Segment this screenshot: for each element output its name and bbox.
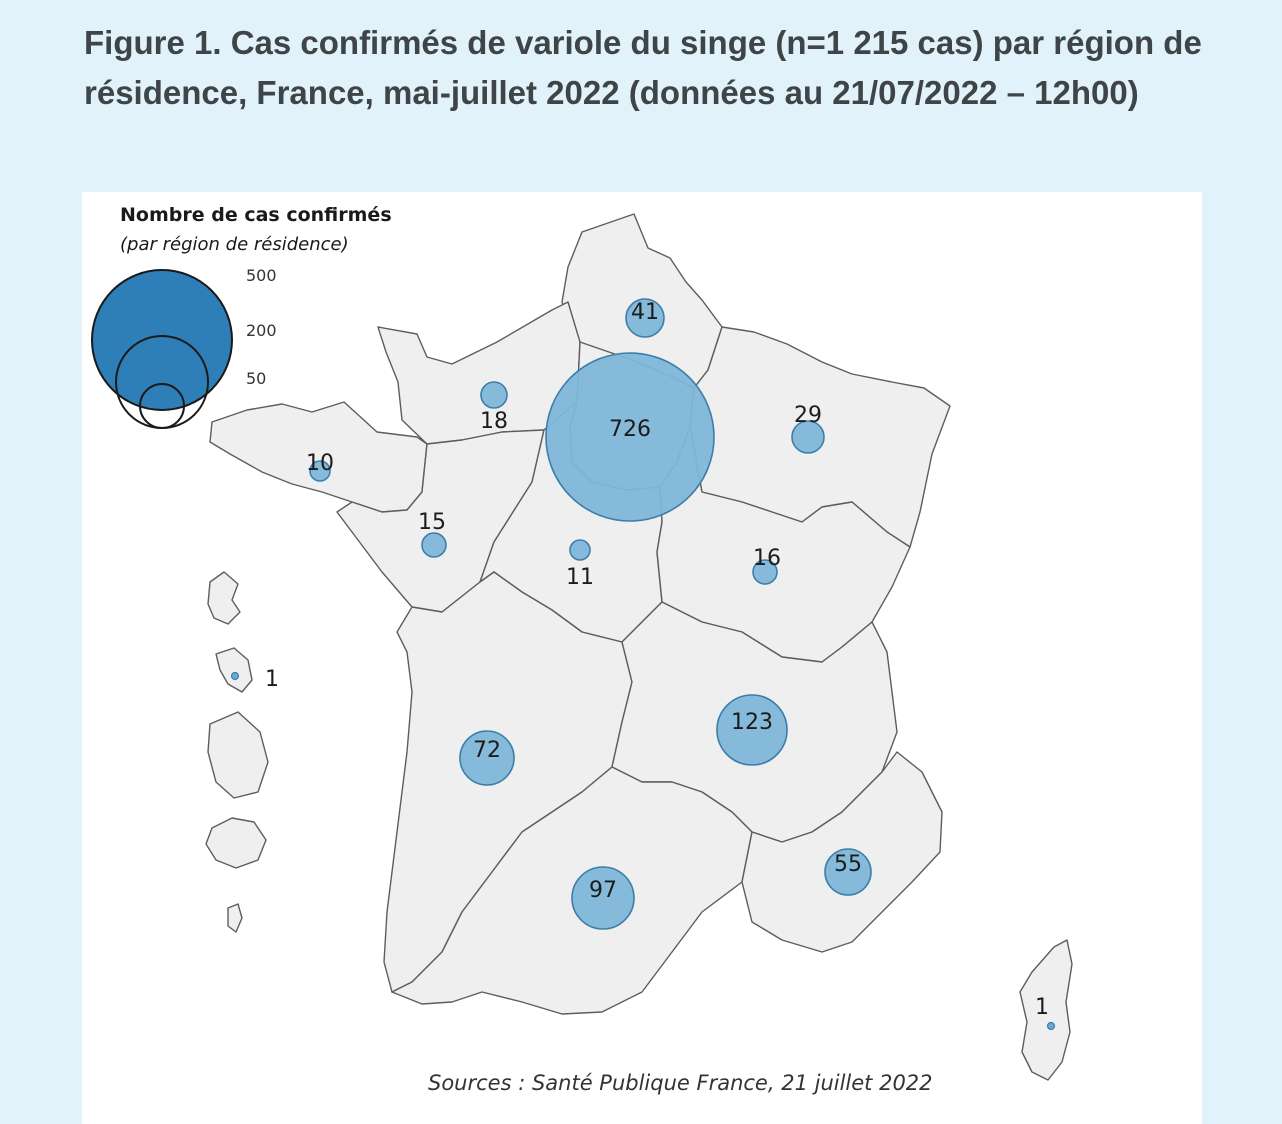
region-la-reunion (205, 817, 267, 869)
bubble-paca (824, 848, 872, 896)
label-grand-est: 29 (794, 403, 822, 428)
label-occitanie: 97 (589, 878, 617, 903)
bubble-nouvelle-aquitaine (459, 730, 515, 786)
legend-tick-200: 200 (246, 321, 277, 340)
overseas-regions (205, 571, 269, 933)
legend-subtitle: (par région de résidence) (120, 234, 349, 255)
label-corse: 1 (1035, 995, 1049, 1020)
map-source: Sources : Santé Publique France, 21 juil… (428, 1071, 933, 1095)
bubble-grand-est (791, 420, 825, 454)
bubble-normandie (480, 381, 508, 409)
label-martinique: 1 (265, 667, 279, 692)
figure-title: Figure 1. Cas confirmés de variole du si… (84, 24, 1202, 111)
bubble-auvergne-rhone-alpes (716, 694, 788, 766)
bubble-ile-de-france (545, 352, 715, 522)
france-map: Nombre de cas confirmés (par région de r… (91, 204, 1073, 1095)
mainland-regions (209, 213, 1073, 1081)
bubble-occitanie (571, 866, 635, 930)
bubble-hauts-de-france (625, 298, 665, 338)
bubble-centre-val-de-loire (569, 539, 591, 561)
map-panel: Nombre de cas confirmés (par région de r… (82, 192, 1202, 1124)
label-auvergne-rhone-alpes: 123 (731, 710, 773, 735)
map-legend: Nombre de cas confirmés (par région de r… (91, 204, 392, 429)
label-centre-val-de-loire: 11 (566, 565, 594, 590)
label-bretagne: 10 (306, 451, 334, 476)
case-bubbles (230, 298, 1056, 1031)
label-bourgogne-franche-comte: 16 (753, 546, 781, 571)
region-guadeloupe (207, 571, 241, 625)
label-paca: 55 (834, 852, 862, 877)
region-occitanie (391, 766, 753, 1015)
legend-tick-500: 500 (246, 266, 277, 285)
label-ile-de-france: 726 (609, 417, 651, 442)
label-normandie: 18 (480, 409, 508, 434)
legend-circle-500 (91, 269, 233, 411)
label-hauts-de-france: 41 (631, 300, 659, 325)
label-pays-de-la-loire: 15 (418, 510, 446, 535)
bubble-bourgogne-franche-comte (752, 559, 778, 585)
bubble-corse (1046, 1021, 1056, 1031)
bubble-martinique (230, 671, 240, 681)
legend-title: Nombre de cas confirmés (120, 204, 392, 226)
label-nouvelle-aquitaine: 72 (473, 738, 501, 763)
legend-tick-50: 50 (246, 369, 266, 388)
legend-circle-50 (139, 383, 185, 429)
case-labels: 41 18 726 29 10 15 11 16 72 123 97 55 1 … (265, 300, 1049, 1020)
region-corse (1019, 939, 1073, 1081)
region-guyane (207, 711, 269, 799)
region-martinique (215, 647, 253, 693)
bubble-bretagne (309, 460, 331, 482)
bubble-pays-de-la-loire (421, 532, 447, 558)
region-mayotte (227, 903, 243, 933)
